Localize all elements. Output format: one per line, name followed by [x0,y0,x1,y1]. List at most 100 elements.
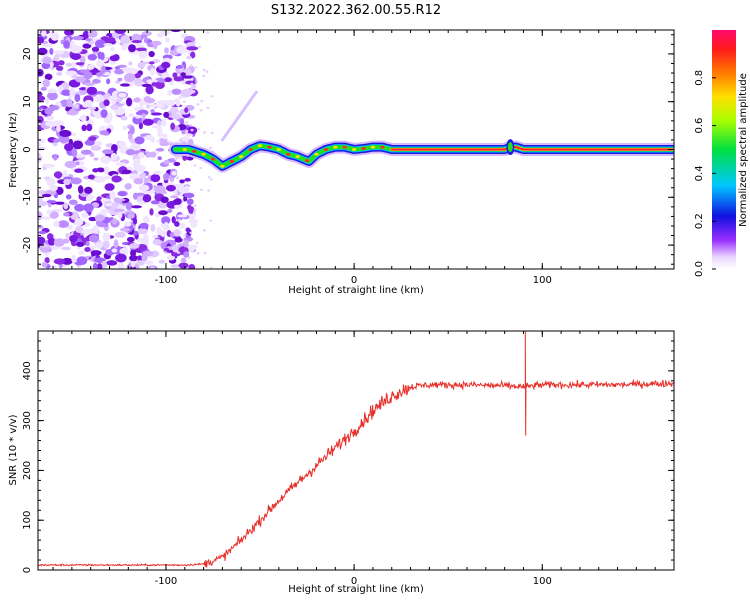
noise-blob [208,146,212,150]
noise-blob [193,41,197,44]
noise-blob [68,199,78,205]
noise-blob [155,212,160,218]
ridge-hotspot [342,145,347,149]
noise-blob [152,239,162,245]
noise-blob [90,145,102,151]
noise-blob [120,227,131,232]
ridge-hotspot [380,145,385,149]
noise-blob [185,121,189,124]
noise-blob [82,30,90,39]
noise-blob [92,168,99,173]
noise-blob [119,83,131,87]
noise-blob [190,82,194,86]
noise-blob [75,241,85,247]
noise-blob [154,185,166,193]
noise-blob [103,99,110,107]
noise-blob [129,254,138,262]
noise-blob [198,45,202,49]
noise-blob [95,141,103,146]
ridge-hotspot [361,147,366,150]
noise-blob [203,251,207,255]
ridge-hotspot [229,160,235,163]
noise-blob [122,67,131,73]
noise-blob [125,201,133,211]
noise-blob [47,237,56,246]
noise-blob [179,118,185,125]
ridge-hotspot [351,148,357,151]
noise-blob [152,234,159,239]
noise-blob [145,85,154,95]
spectrogram-ytick-label: 0 [22,146,33,152]
noise-blob [164,77,172,83]
spectrogram-xtick-label: -100 [155,275,178,286]
noise-blob [65,194,72,200]
noise-blob [75,76,87,83]
colorbar-ticks: 0.0 0.2 0.4 0.6 0.8 [694,70,716,277]
noise-blob [102,232,111,242]
noise-blob [95,72,103,77]
noise-blob [171,170,177,176]
noise-blob [170,195,179,199]
noise-blob [88,136,97,141]
noise-blob [170,106,178,115]
noise-blob [170,264,181,268]
noise-blob [180,257,187,263]
snr-frame [37,330,675,571]
noise-blob [173,204,183,209]
noise-blob [49,211,59,219]
ridge-core [390,146,674,151]
noise-blob [126,236,135,243]
noise-blob [101,65,106,74]
noise-blob [192,211,196,214]
noise-blob [113,68,125,75]
noise-blob [157,182,164,187]
colorbar-tick-label: 0.0 [694,261,705,277]
noise-blob [174,221,180,227]
noise-blob [161,118,167,127]
noise-blob [85,99,93,107]
noise-blob [85,241,90,247]
noise-blob [46,91,58,101]
noise-blob [143,233,149,242]
snr-ylabel: SNR (10 * v/v) [8,414,19,485]
noise-blob [131,40,143,44]
noise-blob [127,213,135,219]
noise-blob [129,125,135,135]
noise-blob [138,184,150,192]
noise-blob [38,236,46,245]
noise-blob [75,62,85,66]
noise-blob [134,136,145,145]
noise-blob [153,43,158,50]
noise-blob [88,234,100,243]
noise-blob [161,216,171,225]
ridge-hotspot [286,152,291,156]
ridge-hotspot [267,145,272,149]
noise-blob [207,189,211,192]
noise-blob [71,148,78,158]
noise-blob [150,137,156,143]
noise-blob [102,208,109,213]
noise-blob [185,129,189,133]
noise-blob [92,51,99,55]
noise-blob [166,255,176,261]
noise-blob [195,241,199,245]
noise-blob [115,253,127,263]
noise-blob [193,208,197,212]
ridge-hotspot [182,148,187,151]
noise-blob [74,168,84,173]
noise-blob [187,52,191,55]
snr-xtick-label: 100 [533,576,552,587]
noise-blob [65,232,70,239]
noise-blob [210,131,214,135]
noise-blob [182,95,186,98]
noise-blob [155,147,165,152]
noise-blob [57,85,64,93]
noise-blob [184,192,195,199]
noise-blob [71,254,76,263]
noise-blob [154,81,165,90]
noise-blob [157,100,169,104]
noise-blob [183,239,189,248]
spectrogram-xtick-label: 0 [351,275,357,286]
